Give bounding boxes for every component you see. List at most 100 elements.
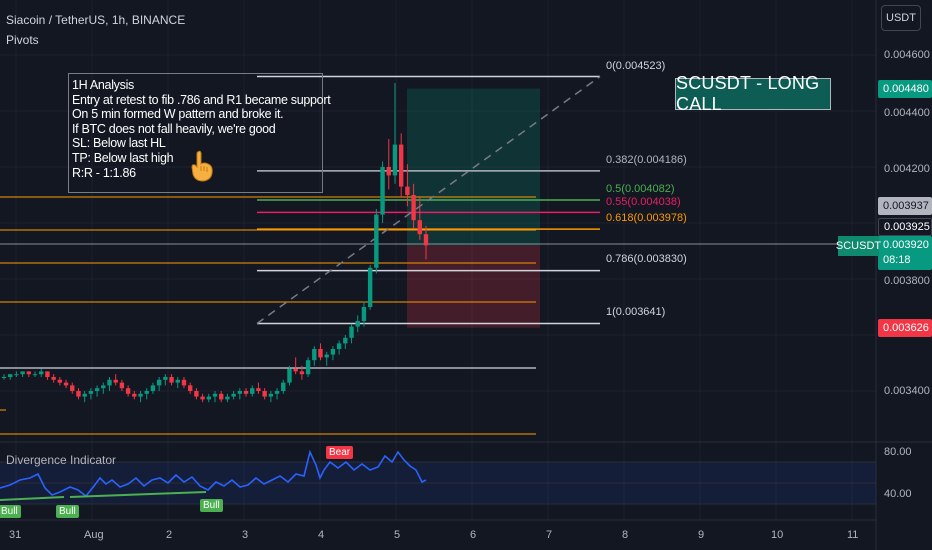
candle-body — [405, 186, 410, 195]
bull-signal: Bull — [0, 505, 21, 518]
candle-body — [380, 167, 385, 215]
y-tick: 0.004200 — [884, 163, 930, 175]
candle-body — [32, 374, 38, 376]
candle-body — [343, 337, 348, 344]
bull-divergence-line — [69, 491, 207, 498]
fib-label-0: 0(0.004523) — [606, 60, 666, 72]
note-line: 1H Analysis — [72, 78, 135, 92]
candle-body — [374, 214, 379, 268]
candle-body — [8, 374, 13, 377]
analysis-note[interactable]: 1H Analysis Entry at retest to fib .786 … — [68, 73, 331, 193]
x-tick: 6 — [470, 529, 477, 541]
candle-body — [14, 374, 19, 376]
candle-body — [299, 371, 305, 375]
x-tick: 4 — [318, 529, 325, 541]
candle-body — [125, 388, 131, 394]
pointing-hand-icon — [189, 150, 215, 186]
fib-label-055: 0.55(0.004038) — [606, 196, 681, 208]
bull-signal: Bull — [200, 499, 223, 512]
candle-body — [411, 195, 416, 221]
fib-label-0618: 0.618(0.003978) — [606, 212, 687, 224]
symbol-tag: SCUSDT — [836, 236, 881, 256]
candle-body — [107, 379, 112, 386]
candle-body — [250, 388, 255, 394]
candlestick-series — [1, 83, 429, 403]
candle-body — [293, 368, 298, 372]
fib-label-0382: 0.382(0.004186) — [606, 154, 687, 166]
candle-body — [274, 391, 280, 394]
candle-body — [82, 393, 87, 397]
position-zones — [407, 88, 540, 328]
candle-body — [175, 379, 180, 383]
candle-body — [361, 307, 367, 321]
note-line: Entry at retest to fib .786 and R1 becam… — [72, 92, 331, 107]
x-tick: 2 — [166, 529, 173, 541]
candle-body — [119, 382, 125, 389]
x-tick: 10 — [771, 529, 784, 541]
current-price-tag: 0.003920 08:18 — [878, 236, 932, 270]
loss-zone — [407, 245, 540, 328]
y-tick: 0.003800 — [884, 275, 930, 287]
osc-y-tick: 80.00 — [884, 446, 912, 458]
candle-body — [113, 379, 118, 383]
divergence-oscillator — [0, 449, 876, 505]
x-tick: Aug — [84, 529, 104, 541]
chart-title: Siacoin / TetherUS, 1h, BINANCE — [6, 13, 186, 27]
candle-body — [206, 396, 211, 400]
candle-countdown: 08:18 — [883, 254, 911, 266]
note-line: R:R - 1:1.86 — [72, 165, 136, 180]
candle-body — [45, 371, 50, 377]
indicator-name[interactable]: Pivots — [6, 33, 39, 47]
x-tick: 11 — [847, 529, 859, 541]
bull-divergence-line — [0, 496, 65, 501]
stop-price-tag: 0.003626 — [878, 319, 932, 337]
candle-body — [231, 393, 236, 397]
candle-body — [312, 349, 317, 361]
target-price-tag: 0.004480 — [878, 80, 932, 98]
fib-trend-line — [256, 75, 601, 325]
candle-body — [212, 393, 218, 397]
candle-body — [26, 371, 32, 375]
osc-line — [0, 449, 427, 498]
candle-body — [156, 379, 162, 386]
candle-body — [169, 377, 174, 383]
candle-body — [423, 234, 429, 246]
candle-body — [76, 391, 81, 397]
note-line: SL: Below last HL — [72, 136, 166, 151]
candle-body — [287, 368, 292, 383]
y-tick: 0.003400 — [884, 385, 930, 397]
candle-body — [256, 388, 261, 391]
y-tick: 0.004600 — [884, 49, 930, 61]
candle-body — [336, 343, 342, 349]
candle-body — [187, 385, 193, 391]
candle-body — [392, 144, 398, 176]
note-line: If BTC does not fall heavily, we're good — [72, 121, 276, 136]
candle-body — [144, 391, 149, 394]
candle-body — [330, 349, 336, 355]
candle-body — [225, 396, 230, 400]
candle-body — [237, 391, 243, 394]
candle-body — [94, 388, 100, 391]
long-call-banner[interactable]: SCUSDT - LONG CALL — [675, 73, 831, 114]
current-price: 0.003920 — [883, 239, 929, 251]
candle-body — [57, 379, 63, 383]
candle-body — [163, 377, 168, 380]
candle-body — [324, 354, 329, 358]
x-tick: 7 — [546, 529, 553, 541]
x-tick: 9 — [698, 529, 705, 541]
note-line: On 5 min formed W pattern and broke it. — [72, 107, 284, 122]
fib-label-05: 0.5(0.004082) — [606, 183, 675, 195]
candle-body — [367, 267, 373, 307]
candle-body — [281, 382, 286, 391]
candle-body — [398, 144, 404, 187]
currency-button[interactable]: USDT — [881, 5, 921, 31]
x-tick: 31 — [9, 529, 22, 541]
horizontal-lines — [0, 75, 876, 435]
candle-body — [268, 393, 274, 397]
y-tick: 0.004400 — [884, 107, 930, 119]
candle-body — [70, 385, 75, 391]
candle-body — [51, 377, 56, 380]
level-price-tag: 0.003925 — [878, 218, 932, 236]
